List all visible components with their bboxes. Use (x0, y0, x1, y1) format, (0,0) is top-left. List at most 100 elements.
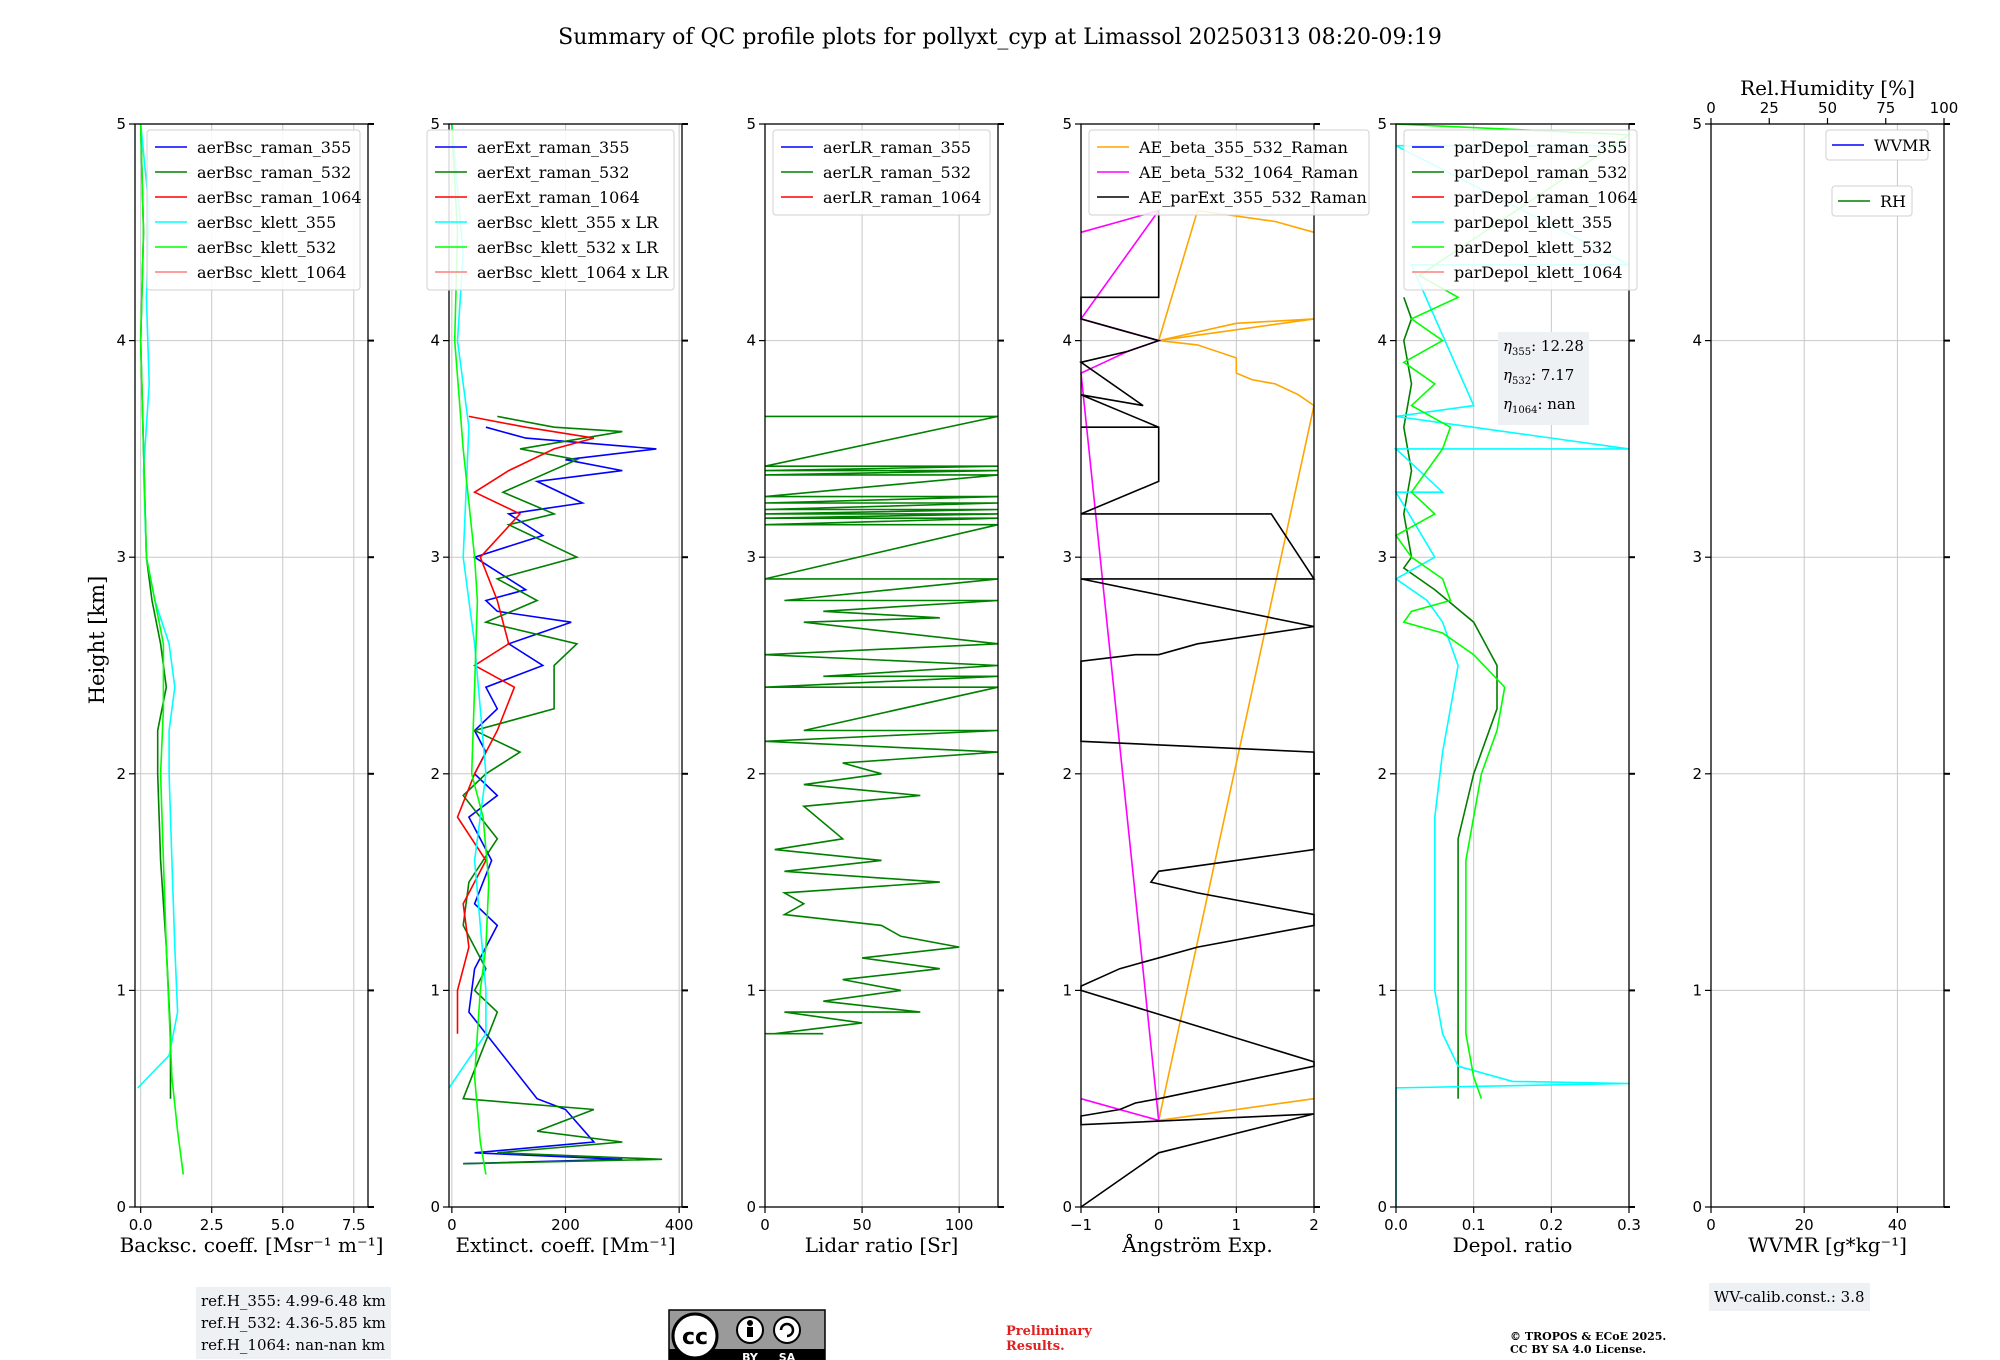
series-line-parDepol_raman_532 (1402, 297, 1498, 1099)
axes-frame (1710, 123, 1945, 1208)
legend-label: aerExt_raman_532 (477, 163, 630, 182)
y-tick-label: 2 (116, 765, 126, 783)
legend-label: parDepol_raman_532 (1454, 163, 1627, 182)
series-line-aerBsc_klett_532 (139, 123, 185, 1175)
y-tick-label: 1 (116, 981, 126, 999)
axes-frame (134, 123, 369, 1208)
legend-box (1831, 185, 1913, 217)
y-tick-label: 5 (1062, 115, 1072, 133)
eta-value: : nan (1537, 395, 1576, 413)
x-tick-label: −1 (1070, 1216, 1092, 1234)
y-tick-label: 2 (746, 765, 756, 783)
legend-label: parDepol_raman_1064 (1454, 188, 1638, 207)
legend-label: WVMR (1874, 136, 1931, 155)
legend-label: aerBsc_raman_355 (197, 138, 351, 157)
top-x-tick-label: 100 (1930, 99, 1959, 117)
top-x-axis-label: Rel.Humidity [%] (1740, 76, 1915, 100)
top-x-tick-label: 25 (1760, 99, 1779, 117)
y-tick-label: 4 (116, 332, 126, 350)
y-tick-label: 5 (116, 115, 126, 133)
x-tick-label: 50 (853, 1216, 872, 1234)
cc-text: cc (682, 1325, 708, 1350)
eta-355: η355: 12.28 (1503, 335, 1584, 364)
preliminary-line-1: Preliminary (1006, 1324, 1092, 1339)
eta-sub: 355 (1512, 347, 1532, 358)
eta-value: : 7.17 (1531, 366, 1575, 384)
preliminary-note: Preliminary Results. (1006, 1324, 1092, 1354)
wv-calibration-box: WV-calib.const.: 3.8 (1709, 1283, 1870, 1311)
series-line-AE_beta_532_1064_Raman (1079, 209, 1162, 1122)
x-tick-label: 7.5 (342, 1216, 366, 1234)
y-tick-label: 5 (1692, 115, 1702, 133)
y-tick-label: 0 (1377, 1198, 1387, 1216)
legend-label: aerBsc_klett_532 x LR (477, 238, 659, 257)
y-tick-label: 3 (430, 548, 440, 566)
legend-label: aerBsc_klett_1064 (197, 263, 346, 282)
x-axis-label: Backsc. coeff. [Msr⁻¹ m⁻¹] (120, 1233, 384, 1257)
ref-height-355: ref.H_355: 4.99-6.48 km (201, 1292, 386, 1310)
eta-symbol: η (1503, 337, 1512, 355)
series-line-aerExt_raman_1064 (456, 415, 595, 1034)
y-tick-label: 2 (1692, 765, 1702, 783)
x-tick-label: 400 (665, 1216, 694, 1234)
cc-sa-text: SA (779, 1351, 796, 1360)
y-tick-label: 0 (1692, 1198, 1702, 1216)
y-tick-label: 1 (746, 981, 756, 999)
series-line-aerBsc_klett_532 x LR (451, 123, 490, 1175)
legend-label: aerBsc_raman_1064 (197, 188, 362, 207)
legend-label: aerLR_raman_1064 (823, 188, 981, 207)
legend-label: aerExt_raman_1064 (477, 188, 640, 207)
y-tick-label: 0 (430, 1198, 440, 1216)
axes-frame (1080, 123, 1315, 1208)
x-tick-label: 0 (447, 1216, 457, 1234)
x-tick-label: 20 (1795, 1216, 1814, 1234)
series-line-aerExt_raman_532 (462, 415, 663, 1165)
figure-title: Summary of QC profile plots for pollyxt_… (558, 25, 1442, 50)
legend-label: aerLR_raman_532 (823, 163, 971, 182)
y-tick-label: 3 (746, 548, 756, 566)
legend-label: parDepol_klett_1064 (1454, 263, 1623, 282)
copyright-line-2: CC BY SA 4.0 License. (1510, 1343, 1647, 1356)
x-tick-label: 0.0 (1384, 1216, 1408, 1234)
x-axis-label: Lidar ratio [Sr] (805, 1233, 959, 1257)
series-line-parDepol_klett_532 (1394, 123, 1632, 1099)
series-line-parDepol_klett_355 (1393, 144, 1630, 1207)
y-tick-label: 3 (1692, 548, 1702, 566)
legend-label: aerExt_raman_355 (477, 138, 630, 157)
y-tick-label: 3 (1062, 548, 1072, 566)
eta-532: η532: 7.17 (1503, 364, 1584, 393)
y-tick-label: 1 (1062, 981, 1072, 999)
legend-box (426, 129, 675, 291)
ref-height-532: ref.H_532: 4.36-5.85 km (201, 1314, 386, 1332)
preliminary-line-2: Results. (1006, 1339, 1065, 1354)
legend-label: RH (1880, 192, 1906, 211)
legend-label: aerBsc_klett_355 (197, 213, 336, 232)
series-line-aerBsc_klett_355 x LR (448, 123, 487, 1089)
y-tick-label: 2 (430, 765, 440, 783)
legend-label: aerBsc_raman_532 (197, 163, 351, 182)
y-tick-label: 4 (746, 332, 756, 350)
legend-label: aerBsc_klett_1064 x LR (477, 263, 669, 282)
wv-calibration-text: WV-calib.const.: 3.8 (1714, 1288, 1865, 1306)
legend-label: parDepol_klett_532 (1454, 238, 1612, 257)
y-tick-label: 5 (430, 115, 440, 133)
x-axis-label: Extinct. coeff. [Mm⁻¹] (455, 1233, 675, 1257)
legend-label: AE_parExt_355_532_Raman (1138, 188, 1367, 207)
legend-label: AE_beta_355_532_Raman (1138, 138, 1348, 157)
panel-depol: 0.0 0.1 0.2 0.3 0 1 2 3 4 5 Depol. ratio parDepol_r… (1377, 115, 1640, 1257)
y-tick-label: 4 (430, 332, 440, 350)
legend-label: aerBsc_klett_355 x LR (477, 213, 659, 232)
copyright-note: © TROPOS & ECoE 2025. CC BY SA 4.0 Licen… (1510, 1330, 1666, 1356)
y-tick-label: 5 (1377, 115, 1387, 133)
legend-label: AE_beta_532_1064_Raman (1138, 163, 1358, 182)
legend-box (1403, 129, 1638, 291)
legend-box (146, 129, 361, 291)
y-tick-label: 4 (1377, 332, 1387, 350)
x-axis-label: Ångström Exp. (1121, 1232, 1272, 1257)
eta-value: : 12.28 (1531, 337, 1584, 355)
top-x-tick-label: 0 (1706, 99, 1716, 117)
x-tick-label: 0.3 (1617, 1216, 1641, 1234)
x-tick-label: 1 (1232, 1216, 1242, 1234)
